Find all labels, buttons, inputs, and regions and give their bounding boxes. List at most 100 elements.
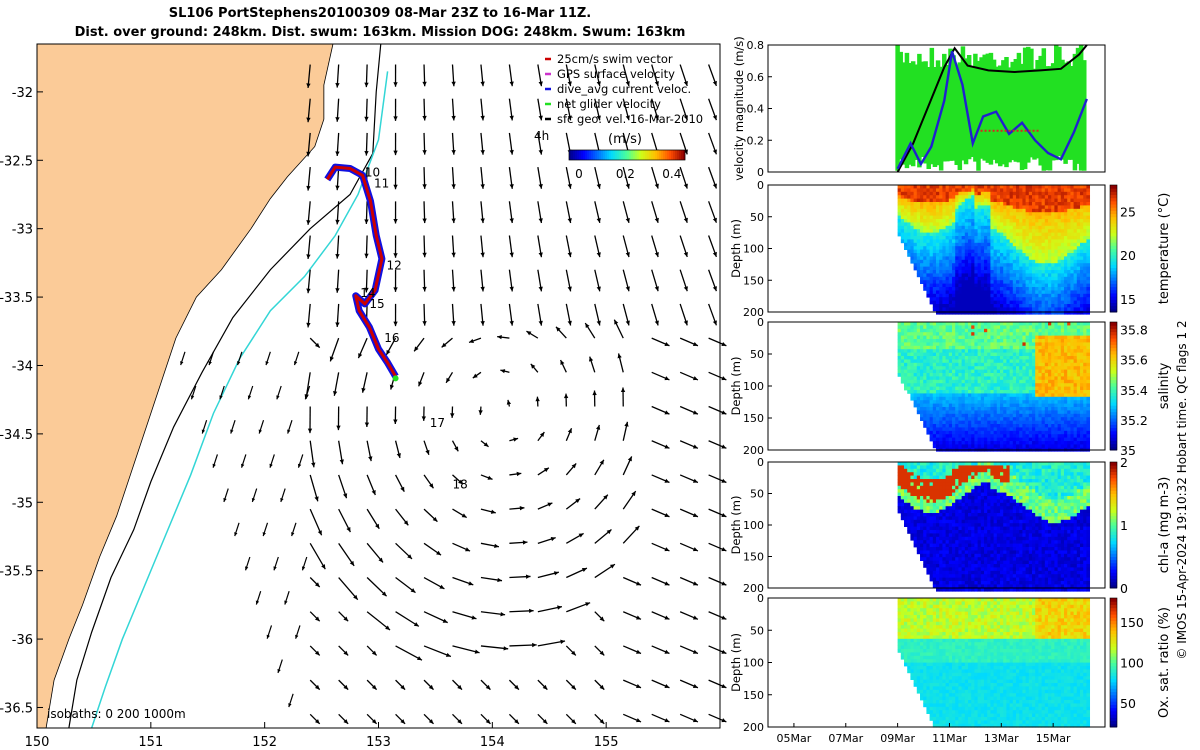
section-cell	[964, 393, 969, 398]
section-cell	[1048, 242, 1052, 247]
section-cell	[974, 396, 979, 401]
section-cell	[920, 379, 924, 384]
current-vector-head	[441, 342, 447, 348]
section-cell	[1016, 300, 1020, 305]
section-cell	[964, 437, 969, 442]
section-cell	[980, 270, 985, 274]
section-cell	[929, 249, 934, 254]
section-cell	[1032, 424, 1036, 428]
section-cell	[942, 417, 947, 421]
colorbar-cell	[1110, 204, 1117, 208]
section-cell	[961, 263, 966, 267]
section-cell	[897, 362, 902, 367]
section-cell	[1028, 293, 1033, 298]
section-cell	[1022, 263, 1027, 267]
section-cell	[980, 332, 985, 336]
section-cell	[1032, 191, 1036, 196]
section-cell	[955, 270, 959, 274]
section-cell	[920, 253, 924, 257]
current-vector-head	[403, 520, 409, 526]
section-cell	[904, 352, 908, 357]
section-cell	[920, 396, 924, 401]
section-cell	[897, 212, 902, 216]
section-cell	[1057, 373, 1062, 377]
section-cell	[996, 393, 1001, 398]
section-cell	[1064, 383, 1068, 387]
section-cell	[1073, 253, 1078, 257]
section-cell	[1022, 236, 1027, 240]
section-cell	[1016, 393, 1020, 398]
current-vector	[309, 508, 323, 536]
section-cell	[1064, 253, 1068, 257]
section-cell	[1022, 205, 1027, 210]
current-vector-head	[335, 82, 340, 88]
section-cell	[1067, 376, 1071, 381]
section-cell	[932, 400, 937, 404]
section-cell	[1009, 366, 1014, 370]
section-cell	[920, 276, 924, 281]
section-cell	[1048, 195, 1052, 199]
section-cell	[1038, 386, 1043, 391]
section-cell	[952, 232, 956, 237]
section-cell	[1057, 444, 1062, 449]
section-cell	[1064, 246, 1068, 250]
section-cell	[1080, 222, 1084, 227]
section-cell	[1067, 300, 1071, 305]
section-cell	[996, 345, 1001, 350]
current-vector-head	[721, 581, 727, 586]
current-vector-head	[458, 479, 463, 485]
section-cell	[958, 297, 963, 301]
section-cell	[1028, 413, 1033, 418]
section-cell	[936, 366, 940, 370]
section-cell	[1022, 219, 1027, 223]
section-cell	[1022, 325, 1027, 330]
current-vector	[395, 645, 423, 661]
section-cell	[923, 349, 927, 353]
section-cell	[1009, 310, 1014, 315]
section-cell	[1044, 239, 1049, 244]
section-cell	[920, 345, 924, 350]
section-cell	[948, 276, 953, 281]
section-cell	[897, 359, 902, 364]
section-cell	[1025, 212, 1030, 216]
section-cell	[1060, 293, 1065, 298]
section-cell	[984, 246, 988, 250]
section-cell	[1048, 256, 1052, 261]
section-cell	[1006, 185, 1011, 189]
section-cell	[984, 297, 988, 301]
section-cell	[1038, 349, 1043, 353]
section-cell	[1003, 383, 1007, 387]
section-cell	[1025, 345, 1030, 350]
section-cell	[948, 441, 953, 445]
section-cell	[1067, 290, 1071, 295]
section-cell	[1025, 328, 1030, 333]
section-cell	[1064, 225, 1068, 230]
colorbar-cell	[1110, 197, 1117, 202]
section-cell	[1016, 297, 1020, 301]
section-cell	[1064, 342, 1068, 347]
section-cell	[913, 339, 918, 343]
section-cell	[907, 232, 911, 237]
section-cell	[913, 232, 918, 237]
section-cell	[990, 215, 995, 220]
section-cell	[926, 205, 931, 210]
section-cell	[990, 191, 995, 196]
section-cell	[920, 339, 924, 343]
section-cell	[916, 266, 921, 271]
section-cell	[993, 424, 998, 428]
section-cell	[996, 215, 1001, 220]
section-cell	[1064, 373, 1068, 377]
speed-colorbar-cell	[647, 150, 650, 160]
section-cell	[1025, 376, 1030, 381]
speed-colorbar-cell	[641, 150, 644, 160]
section-cell	[942, 290, 947, 295]
section-cell	[936, 328, 940, 333]
section-cell	[990, 188, 995, 193]
section-cell	[996, 219, 1001, 223]
section-cell	[958, 332, 963, 336]
section-cell	[1032, 359, 1036, 364]
section-cell	[1054, 352, 1059, 357]
section-cell	[964, 273, 969, 278]
section-cell	[1080, 273, 1084, 278]
section-cell	[1057, 253, 1062, 257]
